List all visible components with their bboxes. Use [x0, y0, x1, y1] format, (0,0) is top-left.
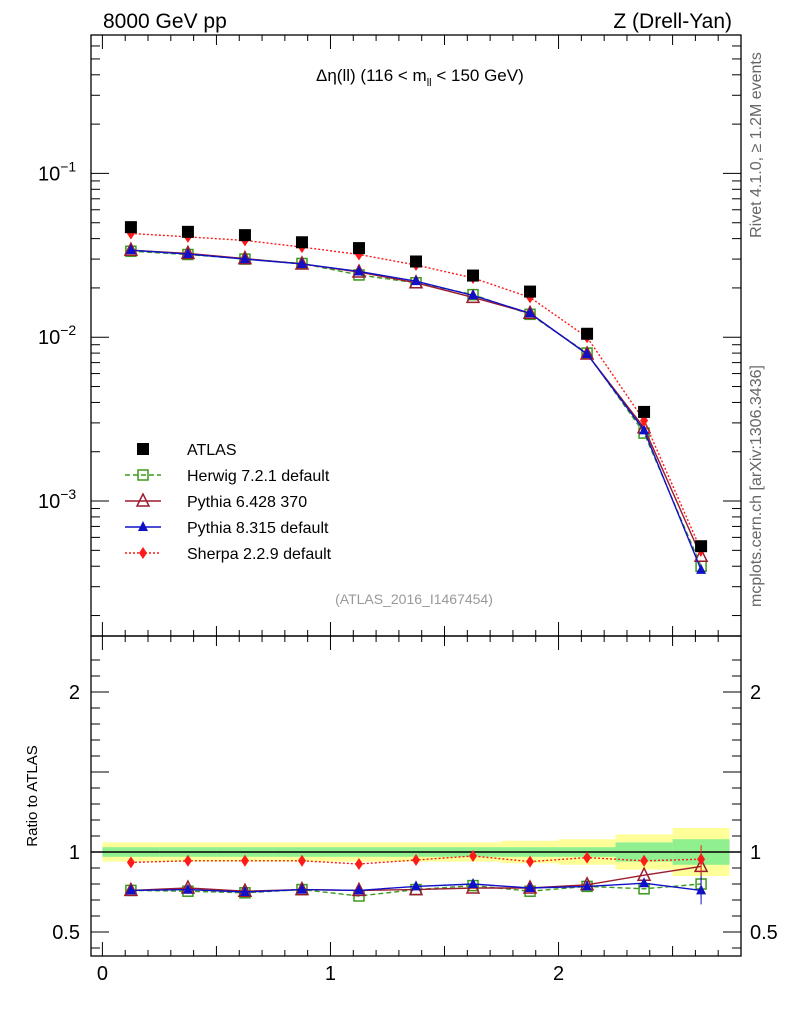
y-tick-label: 10−3: [38, 486, 76, 513]
header-left: 8000 GeV pp: [103, 10, 227, 33]
ratio-point-3-3: [297, 854, 306, 867]
main-point-0-6: [467, 269, 480, 282]
x-tick-label: 1: [325, 963, 336, 985]
ratio-point-2-2: [239, 886, 250, 896]
header-right: Z (Drell-Yan): [613, 10, 732, 33]
legend: ATLAS Herwig 7.2.1 default Pythia 6.428 37…: [125, 442, 332, 563]
y-tick-label: 10−1: [38, 158, 76, 185]
y-tick-label: 1: [69, 842, 80, 864]
ratio-point-2-4: [353, 884, 364, 895]
ratio-point-1-2: [237, 882, 253, 897]
main-point-2-0: [123, 241, 139, 256]
main-point-0-3: [295, 236, 308, 249]
main-point-3-1: [182, 248, 193, 259]
main-point-2-8: [579, 345, 595, 360]
ratio-point-2-3: [296, 883, 307, 894]
main-point-3-4: [353, 265, 364, 276]
ratio-point-3-7: [526, 855, 535, 868]
main-panel: 10−1 10−2 10−3: [38, 34, 742, 637]
ratio-point-3-8: [583, 851, 592, 864]
ratio-point-3-9: [640, 854, 649, 867]
ratio-point-3-4: [354, 858, 363, 870]
main-point-0-2: [238, 229, 251, 242]
main-point-3-9: [639, 424, 650, 435]
mcplots-label: mcplots.cern.ch [arXiv:1306.3436]: [748, 365, 765, 607]
ratio-point-1-0: [123, 881, 139, 897]
main-point-0-9: [638, 405, 651, 418]
x-tick-label: 2: [553, 963, 564, 985]
y-tick-label-right: 2: [750, 682, 761, 704]
ratio-point-3-0: [126, 856, 135, 869]
main-point-0-4: [352, 242, 365, 255]
main-point-2-3: [294, 255, 310, 270]
legend-marker-1: [137, 469, 149, 481]
y-tick-label-right: 0.5: [750, 922, 778, 944]
main-point-2-1: [180, 244, 196, 260]
y-tick-label-right: 1: [750, 842, 761, 864]
series-line-1: [130, 250, 702, 567]
ratio-point-3-1: [183, 854, 192, 867]
ratio-point-2-8: [582, 880, 593, 891]
y-tick-label: 0.5: [52, 922, 80, 944]
legend-label-3: Pythia 8.315 default: [187, 520, 329, 537]
main-point-2-2: [237, 249, 253, 265]
main-point-3-10: [696, 563, 707, 574]
ratio-point-1-4: [351, 881, 367, 897]
ratio-point-2-0: [125, 884, 136, 895]
watermark: (ATLAS_2016_I1467454): [335, 591, 493, 607]
ratio-point-3-5: [412, 854, 420, 866]
ratio-line-0: [130, 883, 702, 897]
ratio-point-2-7: [525, 882, 536, 892]
y-tick-label: 2: [69, 682, 80, 704]
main-point-3-5: [411, 275, 421, 286]
ratio-point-3-2: [240, 854, 249, 867]
main-point-0-10: [695, 540, 708, 553]
ratio-frame: [90, 635, 742, 957]
ratio-point-1-7: [522, 879, 538, 894]
ratio-point-2-9: [639, 877, 650, 888]
main-point-3-0: [125, 244, 136, 255]
main-point-3-7: [525, 307, 536, 318]
main-point-0-8: [581, 327, 594, 340]
ratio-ylabel: Ratio to ATLAS: [24, 745, 41, 846]
ratio-point-3-6: [469, 850, 478, 862]
legend-marker-2: [135, 492, 151, 507]
main-title: Δη(ll) (116 < mll < 150 GeV): [316, 66, 524, 89]
legend-marker-0: [137, 443, 149, 455]
main-point-2-10: [693, 547, 709, 563]
legend-marker-3: [138, 521, 148, 531]
main-point-0-1: [181, 225, 194, 238]
ratio-point-1-3: [294, 880, 310, 896]
y-tick-label: 10−2: [38, 322, 76, 349]
legend-label-1: Herwig 7.2.1 default: [187, 468, 330, 485]
legend-label-0: ATLAS: [187, 442, 237, 459]
series-line-4: [130, 232, 702, 551]
rivet-label: Rivet 4.1.0, ≥ 1.2M events: [748, 52, 765, 238]
x-tick-label: 0: [97, 963, 108, 985]
ratio-point-2-5: [411, 880, 421, 891]
ratio-panel: 0 1 2 0.5 0.5 1 1 2 2: [52, 635, 778, 985]
main-point-0-0: [124, 221, 137, 234]
main-point-3-2: [239, 253, 250, 264]
ratio-point-2-6: [468, 878, 479, 888]
main-point-0-5: [410, 255, 422, 268]
ratio-point-2-1: [182, 883, 193, 894]
main-point-3-8: [582, 348, 593, 359]
main-point-3-3: [296, 257, 307, 268]
main-point-0-7: [524, 285, 537, 298]
main-point-3-6: [468, 289, 479, 300]
legend-label-4: Sherpa 2.2.9 default: [187, 546, 332, 563]
legend-label-2: Pythia 6.428 370: [187, 494, 307, 511]
legend-marker-4: [139, 547, 147, 559]
